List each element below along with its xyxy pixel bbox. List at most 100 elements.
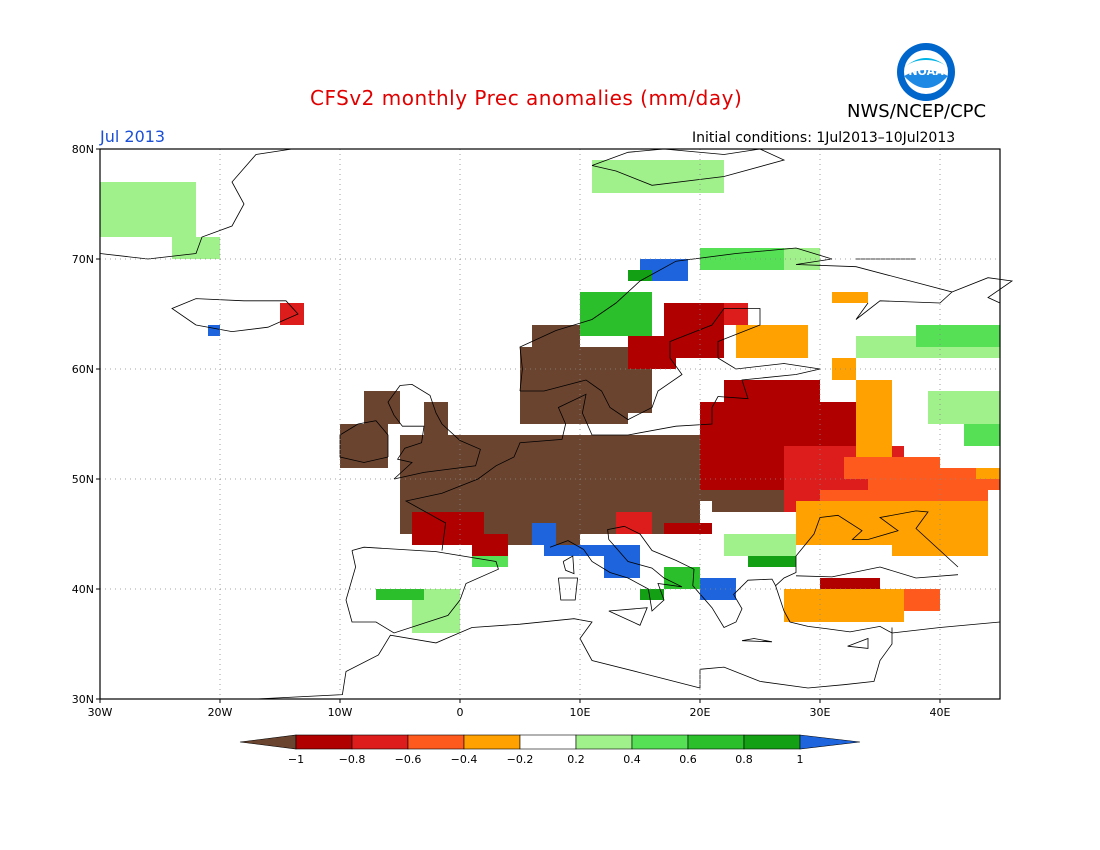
lon-tick-label: 20E [690,706,711,719]
coastlines [99,148,1014,700]
anomaly-cell-brown [340,424,388,468]
coastline-segment [520,308,821,421]
organization-label: NWS/NCEP/CPC [847,101,987,122]
lat-tick-label: 80N [72,143,94,156]
anomaly-cell-green [472,556,508,567]
target-month-label: Jul 2013 [100,127,166,146]
noaa-logo-icon: NOAA [897,43,955,101]
coastline-segment [549,525,683,612]
colorbar-swatch [463,734,521,750]
anomaly-cell-darkgreen [628,270,652,281]
graticule [100,149,1000,699]
anomaly-cell-darkgreen [640,589,664,600]
anomaly-cell-green [700,248,784,270]
coastline-segment [847,637,869,649]
colorbar-swatch [687,734,745,750]
anomaly-cell-darkred [472,534,508,556]
anomaly-cell-darkred [664,523,712,534]
anomaly-cell-blue [700,578,736,600]
anomaly-cell-darkred [724,380,820,402]
colorbar-label: 0.6 [679,753,697,766]
coastline-segment [339,420,389,463]
anomaly-cell-lightgreen [928,391,1000,424]
anomaly-cell-orange [796,501,892,545]
lon-tick-label: 10E [570,706,591,719]
anomaly-cell-red [616,512,652,534]
coastline-segment [795,566,959,579]
colorbar-swatch [743,734,801,750]
anomaly-cell-midgreen [580,292,652,336]
anomaly-cell-green [916,325,1000,347]
anomaly-cell-lightgreen [592,160,724,193]
anomaly-cell-blue [544,545,604,556]
colorbar-swatch [407,734,465,750]
anomaly-cell-green [964,424,1000,446]
anomaly-cell-brown [628,446,712,501]
colorbar-label: −0.8 [339,753,366,766]
anomaly-cell-midgreen [664,567,700,589]
anomaly-cell-brown [532,325,580,358]
lon-tick-label: 10W [328,706,353,719]
coastline-segment [775,585,1001,634]
colorbar-label: 0.2 [567,753,585,766]
coastline-segment [519,247,953,392]
anomaly-cell-lightgreen [172,237,220,259]
anomaly-cell-orange [784,589,904,622]
colorbar-swatch [295,734,353,750]
coastline-segment [255,618,893,700]
coastline-segment [608,607,648,626]
coastline-segment [562,555,575,575]
colorbar-swatch [519,734,577,750]
anomaly-cells [100,160,1000,633]
anomaly-cell-brown [424,402,448,446]
anomaly-cell-lightgreen [100,182,196,237]
anomaly-cell-orange [832,292,868,303]
colorbar-arrow-high [799,734,861,750]
map-title: CFSv2 monthly Prec anomalies (mm/day) [310,86,743,110]
lon-tick-label: 30E [810,706,831,719]
colorbar-arrow-low [239,734,297,750]
anomaly-cell-brown [364,391,400,424]
anomaly-cell-midgreen [376,589,424,600]
anomaly-cell-red [280,303,304,325]
initial-conditions-label: Initial conditions: 1Jul2013–10Jul2013 [692,130,956,146]
coastline-segment [624,510,959,629]
colorbar-swatch [631,734,689,750]
lat-tick-label: 40N [72,583,94,596]
colorbar-label: 0.4 [623,753,641,766]
coastline-segment [404,368,821,551]
anomaly-cell-orange [976,468,1000,479]
colorbar-swatch [351,734,409,750]
anomaly-cell-brown [580,369,652,413]
colorbar: −1 −0.8 −0.6 −0.4 −0.2 0.2 0.4 0.6 0.8 1 [239,734,861,766]
lat-tick-label: 50N [72,473,94,486]
colorbar-label: 1 [797,753,804,766]
anomaly-cell-blue [532,523,556,545]
anomaly-cell-orange [892,501,988,556]
lat-tick-label: 60N [72,363,94,376]
lon-tick-label: 0 [457,706,464,719]
anomaly-cell-orange [832,358,856,380]
anomaly-cell-red [724,303,748,325]
lat-tick-label: 30N [72,693,94,706]
anomaly-cell-blue [604,545,640,578]
coastline-segment [345,546,499,634]
anomaly-cell-lightgreen [724,534,796,556]
lon-tick-label: 40E [930,706,951,719]
map-frame [99,148,1001,700]
colorbar-label: −0.4 [451,753,478,766]
anomaly-cell-darkgreen [748,556,796,567]
axis-ticks: 30W 20W 10W 0 10E 20E 30E 40E 80N 70N 60N 50N 40N 30N [72,143,951,719]
colorbar-label: −0.6 [395,753,422,766]
lon-tick-label: 30W [88,706,113,719]
coastline-segment [387,383,481,480]
anomaly-cell-orange [736,325,808,358]
coastline-segment [99,148,293,260]
lat-tick-label: 70N [72,253,94,266]
coastline-segment [591,148,786,186]
anomaly-cell-blue [208,325,220,336]
anomaly-cell-orange [856,380,892,457]
lon-tick-label: 20W [208,706,233,719]
colorbar-label: 0.8 [735,753,753,766]
